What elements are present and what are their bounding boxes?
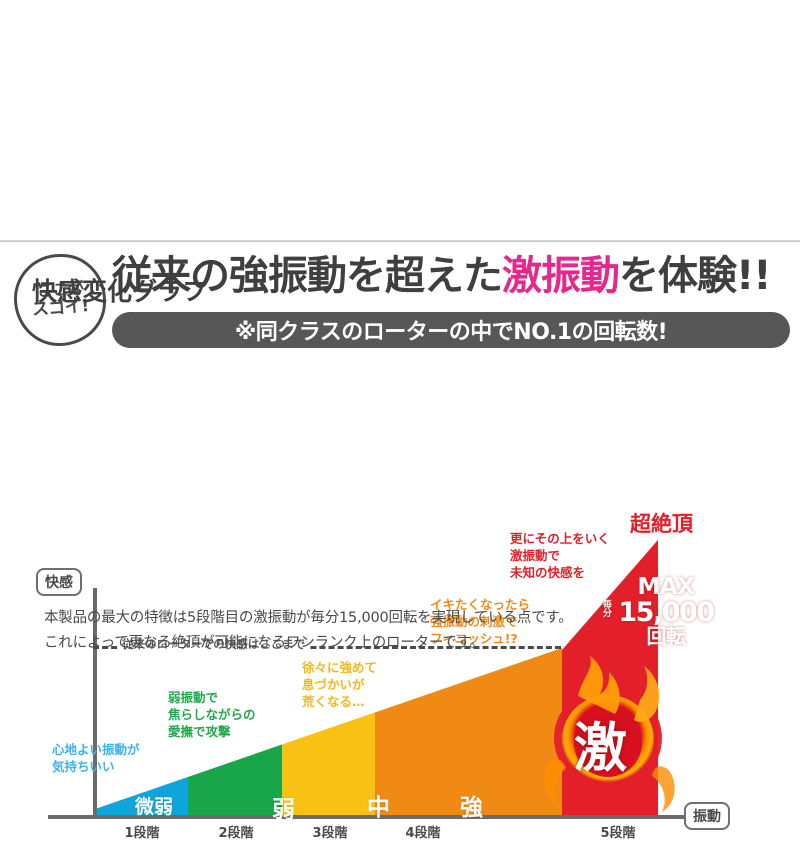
max-value: 毎分 15,000 <box>603 597 715 628</box>
x-tick-4: 4段階 <box>405 826 441 841</box>
band-label-strong: 強 <box>460 795 483 821</box>
headline-accent: 激振動 <box>502 253 620 299</box>
threshold-dashed-line <box>93 646 561 649</box>
max-word: MAX <box>637 574 695 600</box>
flame-kanji-label: 激 <box>574 718 627 779</box>
headline: 従来の強振動を超えた激振動を体験!! <box>112 248 792 304</box>
annotation-2: 弱振動で 焦らしながらの 愛撫で攻撃 <box>168 690 256 739</box>
max-number: 15,000 <box>618 597 715 628</box>
subtitle-bar-text: ※同クラスのローターの中でNO.1の回転数! <box>234 320 668 345</box>
band-group <box>95 648 562 815</box>
subtitle-bar: ※同クラスのローターの中でNO.1の回転数! <box>112 312 790 348</box>
footer-line-1: 本製品の最大の特徴は5段階目の激振動が毎分15,000回転を実現している点です。 <box>44 610 573 626</box>
max-per-minute: 毎分 <box>602 600 612 619</box>
annotation-5: 更にその上をいく 激振動で 未知の快感を <box>510 531 610 580</box>
footer-line-2: これによって更なる絶頂が可能になるワンランク上のローターです。 <box>44 635 484 652</box>
threshold-label: 従来のローターでの快感はここまで <box>118 636 310 652</box>
headline-post: を体験!! <box>619 253 771 299</box>
footer-description: 本製品の最大の特徴は5段階目の激振動が毎分15,000回転を実現している点です。… <box>44 606 764 657</box>
x-axis-tag: 振動 <box>684 802 730 830</box>
headline-pre: 従来の強振動を超えた <box>112 253 503 299</box>
y-axis-tag: 快感 <box>36 568 82 596</box>
x-tick-2: 2段階 <box>218 826 254 841</box>
y-axis-line <box>93 588 97 818</box>
chart-ramp-graphic <box>48 540 708 819</box>
header-section: ここが スゴイ! 従来の強振動を超えた激振動を体験!! ※同クラスのローターの中… <box>0 120 800 348</box>
chart-title: 快感変化グラフ <box>32 277 208 306</box>
annotation-4: イキたくなったら 強振動の刺激で フィニッシュ!? <box>430 597 531 646</box>
infographic-page: ここが スゴイ! 従来の強振動を超えた激振動を体験!! ※同クラスのローターの中… <box>0 120 800 841</box>
annotation-3: 徐々に強めて 息づかいが 荒くなる… <box>302 660 378 709</box>
pleasure-chart: 快感 振動 従来のローターでの快感はここまで 微弱 弱 中 強 1段階 2段階 … <box>0 250 800 841</box>
header-divider-shadow <box>0 241 800 242</box>
annotation-1: 心地よい振動が 気持ちいい <box>52 742 140 774</box>
max-unit: 回転 <box>646 624 687 648</box>
header-divider <box>0 240 800 241</box>
x-tick-3: 3段階 <box>312 826 348 841</box>
max-rpm-badge: MAX 毎分 15,000 回転 <box>603 574 720 654</box>
koko-ga-sugoi-badge: ここが スゴイ! <box>14 254 106 346</box>
band-label-weak: 弱 <box>272 797 295 823</box>
band-label-mid: 中 <box>367 795 390 821</box>
x-tick-1: 1段階 <box>124 826 160 841</box>
peak-label: 超絶頂 <box>630 512 693 536</box>
x-tick-5: 5段階 <box>600 826 636 841</box>
band-label-micro: 微弱 <box>135 796 174 818</box>
flame-ring-icon <box>543 656 675 812</box>
